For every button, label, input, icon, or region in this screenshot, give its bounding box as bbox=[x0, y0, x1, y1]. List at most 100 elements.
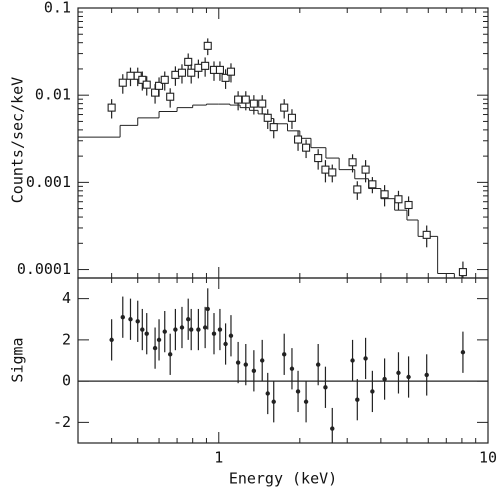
data-point bbox=[126, 71, 135, 80]
data-point bbox=[458, 268, 467, 277]
data-point bbox=[189, 327, 194, 332]
data-point bbox=[120, 314, 125, 320]
data-point bbox=[215, 65, 224, 74]
data-point bbox=[380, 190, 389, 199]
data-point bbox=[223, 341, 228, 347]
data-point bbox=[287, 113, 297, 122]
data-point bbox=[173, 327, 178, 332]
data-point bbox=[196, 327, 201, 332]
data-point bbox=[258, 99, 267, 108]
data-point bbox=[241, 95, 250, 104]
data-point bbox=[128, 317, 133, 322]
data-point bbox=[328, 168, 337, 177]
data-point bbox=[330, 426, 335, 431]
data-point bbox=[382, 376, 387, 382]
data-point bbox=[424, 372, 429, 378]
y-tick-label: 4 bbox=[62, 289, 71, 307]
data-point bbox=[363, 356, 368, 361]
data-point bbox=[348, 158, 357, 167]
data-point bbox=[177, 68, 187, 77]
data-point bbox=[162, 329, 167, 334]
data-point bbox=[166, 92, 175, 101]
data-point bbox=[142, 80, 151, 89]
data-point bbox=[235, 360, 241, 365]
y-axis-label: Counts/sec/keV bbox=[9, 77, 27, 203]
data-point bbox=[321, 165, 330, 174]
data-point bbox=[133, 71, 142, 80]
data-point bbox=[303, 399, 309, 404]
data-point bbox=[280, 103, 289, 112]
data-point bbox=[154, 81, 164, 90]
y-axis-label: Sigma bbox=[9, 337, 27, 382]
data-point bbox=[396, 370, 401, 376]
plot-frame bbox=[77, 277, 489, 444]
data-point bbox=[234, 95, 243, 104]
y-tick-label: -2 bbox=[53, 413, 71, 431]
data-point bbox=[404, 200, 413, 210]
data-point bbox=[109, 337, 114, 343]
data-point bbox=[184, 57, 193, 66]
data-point bbox=[289, 366, 295, 371]
data-point bbox=[263, 113, 272, 122]
data-point bbox=[186, 317, 191, 322]
data-point bbox=[167, 352, 173, 357]
data-point bbox=[118, 78, 127, 87]
data-point bbox=[203, 41, 212, 50]
data-point bbox=[156, 337, 162, 343]
y-tick-label: 0.1 bbox=[44, 0, 71, 17]
data-point bbox=[107, 103, 116, 112]
data-point bbox=[140, 327, 145, 332]
data-point bbox=[202, 325, 208, 330]
data-point bbox=[151, 88, 160, 97]
data-point bbox=[179, 325, 185, 330]
y-tick-label: 0 bbox=[62, 372, 71, 390]
x-axis-label: Energy (keV) bbox=[229, 470, 337, 488]
data-point bbox=[422, 230, 431, 239]
data-point bbox=[394, 195, 403, 204]
x-tick-label: 1 bbox=[214, 449, 223, 467]
data-point bbox=[271, 399, 276, 404]
data-point bbox=[171, 70, 180, 79]
data-point bbox=[160, 75, 169, 84]
data-point bbox=[315, 362, 321, 367]
data-point bbox=[152, 345, 158, 351]
data-point bbox=[187, 68, 196, 77]
data-point bbox=[269, 123, 278, 132]
data-point bbox=[295, 389, 301, 394]
data-point bbox=[302, 143, 311, 152]
data-point bbox=[294, 135, 303, 144]
data-point bbox=[144, 331, 149, 336]
data-point bbox=[406, 374, 411, 380]
y-tick-label: 0.0001 bbox=[17, 260, 71, 278]
data-point bbox=[353, 185, 362, 194]
data-point bbox=[217, 327, 223, 332]
data-point bbox=[361, 165, 370, 174]
x-tick-label: 10 bbox=[479, 449, 497, 467]
data-point bbox=[265, 391, 270, 396]
data-point bbox=[314, 154, 323, 163]
data-point bbox=[355, 397, 360, 402]
data-point bbox=[251, 368, 257, 374]
data-point bbox=[460, 350, 466, 355]
data-point bbox=[211, 331, 217, 336]
data-point bbox=[323, 385, 328, 390]
data-point bbox=[138, 75, 147, 84]
data-point bbox=[243, 362, 248, 367]
data-point bbox=[282, 352, 287, 357]
data-point bbox=[249, 99, 258, 108]
y-tick-label: 2 bbox=[62, 330, 71, 348]
data-point bbox=[260, 358, 265, 363]
data-point bbox=[221, 73, 230, 82]
data-point bbox=[368, 180, 377, 189]
data-point bbox=[350, 358, 355, 363]
data-point bbox=[370, 389, 375, 394]
data-point bbox=[205, 306, 210, 312]
y-tick-label: 0.01 bbox=[35, 86, 71, 104]
data-point bbox=[194, 63, 203, 72]
data-point bbox=[201, 61, 210, 70]
data-point bbox=[226, 67, 236, 76]
data-point bbox=[228, 333, 234, 338]
y-tick-label: 0.001 bbox=[26, 173, 71, 191]
data-point bbox=[135, 319, 140, 324]
